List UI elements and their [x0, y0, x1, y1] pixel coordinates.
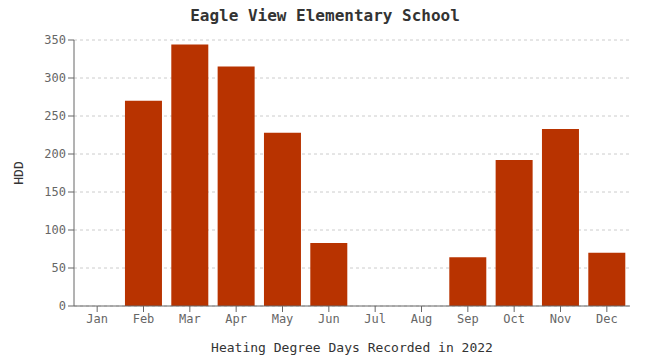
svg-text:50: 50: [52, 261, 66, 275]
svg-text:Feb: Feb: [133, 312, 155, 326]
svg-text:Apr: Apr: [225, 312, 247, 326]
svg-text:200: 200: [44, 147, 66, 161]
html-text:Eagle View Elementary School: Eagle View Elementary School: [190, 6, 460, 25]
svg-text:300: 300: [44, 71, 66, 85]
svg-text:350: 350: [44, 33, 66, 47]
svg-text:Nov: Nov: [550, 312, 572, 326]
svg-text:Jan: Jan: [86, 312, 108, 326]
svg-text:HDD: HDD: [11, 161, 26, 185]
svg-text:Jun: Jun: [318, 312, 340, 326]
svg-text:250: 250: [44, 109, 66, 123]
svg-text:Dec: Dec: [596, 312, 618, 326]
svg-text:Jul: Jul: [364, 312, 386, 326]
svg-text:Sep: Sep: [457, 312, 479, 326]
svg-text:100: 100: [44, 223, 66, 237]
svg-text:0: 0: [59, 299, 66, 313]
svg-text:Oct: Oct: [503, 312, 525, 326]
svg-text:150: 150: [44, 185, 66, 199]
svg-text:Heating Degree Days Recorded i: Heating Degree Days Recorded in 2022: [211, 340, 493, 355]
svg-text:Mar: Mar: [179, 312, 201, 326]
svg-text:Aug: Aug: [411, 312, 433, 326]
svg-text:May: May: [272, 312, 294, 326]
